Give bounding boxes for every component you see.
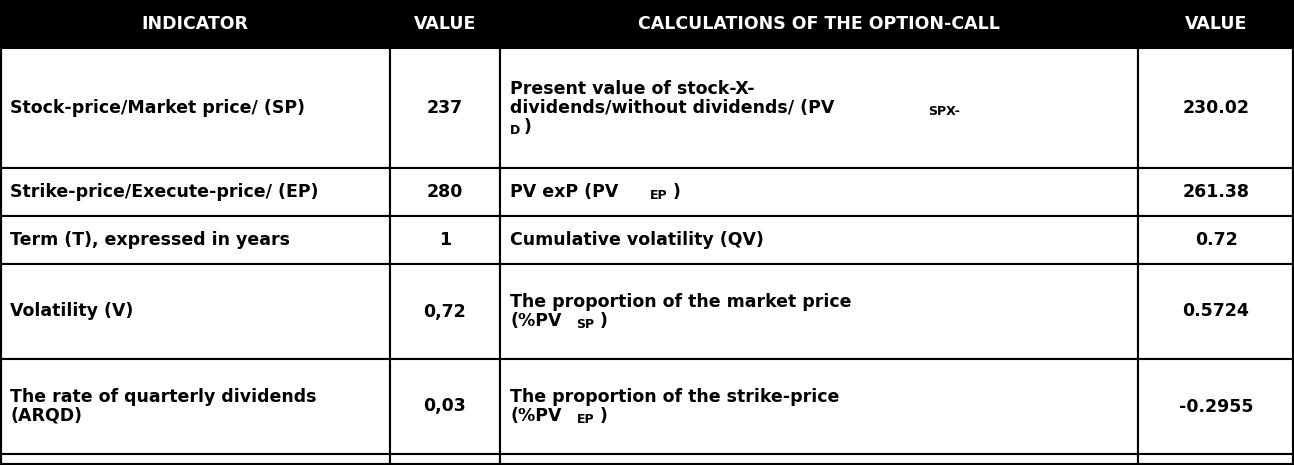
Text: EP: EP [650,189,668,202]
Text: The rate of quarterly dividends: The rate of quarterly dividends [10,388,317,406]
Text: VALUE: VALUE [1185,15,1247,33]
Text: SP: SP [576,318,594,331]
Bar [499,264,1137,359]
Text: EP: EP [576,413,594,426]
Bar [1137,216,1294,264]
Bar [389,168,499,216]
Text: Term (T), expressed in years: Term (T), expressed in years [10,231,290,249]
Text: ): ) [600,312,608,330]
Text: ): ) [523,118,531,136]
Bar [0,454,389,465]
Text: (%PV: (%PV [510,312,562,330]
Bar [1137,264,1294,359]
Text: CALCULATIONS OF THE OPTION-CALL: CALCULATIONS OF THE OPTION-CALL [638,15,1000,33]
Text: ): ) [673,183,681,201]
Bar [1137,0,1294,48]
Text: 280: 280 [427,183,463,201]
Bar [0,216,389,264]
Text: Stock-price/Market price/ (SP): Stock-price/Market price/ (SP) [10,99,305,117]
Text: 0.5724: 0.5724 [1183,303,1250,320]
Text: Volatility (V): Volatility (V) [10,303,133,320]
Bar [389,359,499,454]
Text: PV exP (PV: PV exP (PV [510,183,619,201]
Bar [1137,48,1294,168]
Bar [499,0,1137,48]
Bar [499,168,1137,216]
Text: D: D [510,124,520,137]
Text: ): ) [599,407,607,425]
Text: 0,72: 0,72 [423,303,466,320]
Bar [389,264,499,359]
Text: (ARQD): (ARQD) [10,406,82,425]
Bar [0,264,389,359]
Bar [0,48,389,168]
Bar [389,0,499,48]
Text: 230.02: 230.02 [1183,99,1250,117]
Bar [499,48,1137,168]
Bar [0,359,389,454]
Text: (%PV: (%PV [510,407,562,425]
Bar [389,48,499,168]
Text: dividends/without dividends/ (PV: dividends/without dividends/ (PV [510,99,835,117]
Text: 261.38: 261.38 [1183,183,1250,201]
Text: The proportion of the market price: The proportion of the market price [510,293,851,311]
Text: VALUE: VALUE [414,15,476,33]
Bar [499,359,1137,454]
Bar [1137,359,1294,454]
Text: The proportion of the strike-price: The proportion of the strike-price [510,388,840,406]
Text: SPX-: SPX- [929,105,960,118]
Text: -0.2955: -0.2955 [1179,398,1254,416]
Text: 0.72: 0.72 [1194,231,1237,249]
Bar [1137,168,1294,216]
Bar [0,0,389,48]
Text: Strike-price/Execute-price/ (EP): Strike-price/Execute-price/ (EP) [10,183,318,201]
Bar [389,454,499,465]
Text: 1: 1 [439,231,452,249]
Text: 0,03: 0,03 [423,398,466,416]
Text: Cumulative volatility (QV): Cumulative volatility (QV) [510,231,763,249]
Bar [0,168,389,216]
Text: Present value of stock-X-: Present value of stock-X- [510,80,754,98]
Bar [499,454,1137,465]
Text: 237: 237 [427,99,463,117]
Bar [499,216,1137,264]
Text: INDICATOR: INDICATOR [141,15,248,33]
Bar [389,216,499,264]
Bar [1137,454,1294,465]
